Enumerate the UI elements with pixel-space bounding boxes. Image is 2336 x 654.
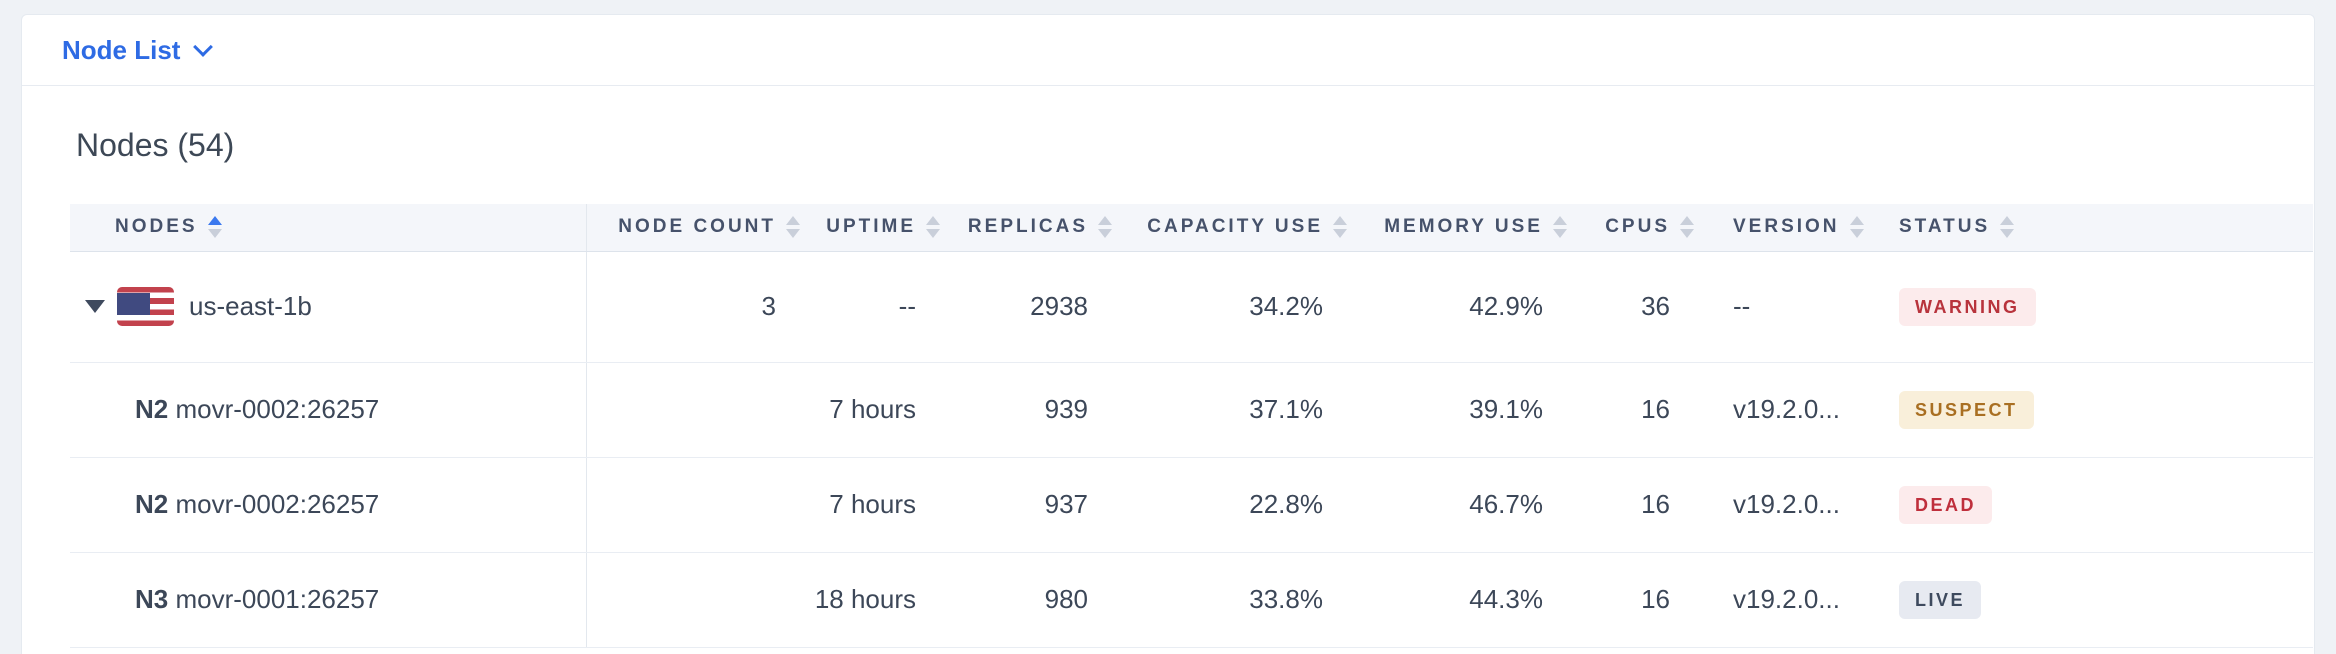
sort-arrows-icon	[207, 216, 222, 239]
view-selector-dropdown[interactable]: Node List	[62, 34, 214, 66]
column-label: MEMORY USE	[1384, 216, 1543, 238]
cell-replicas: 980	[946, 552, 1118, 648]
cell-version: v19.2.0...	[1700, 552, 1890, 648]
cell-cpus: 16	[1573, 457, 1700, 553]
status-badge: SUSPECT	[1899, 390, 2034, 429]
page-title: Nodes (54)	[76, 127, 235, 163]
cell-cpus: 16	[1573, 552, 1700, 648]
us-flag-icon	[117, 287, 174, 326]
expand-caret-icon[interactable]	[85, 300, 105, 313]
node-address: movr-0002:26257	[175, 489, 380, 519]
cell-replicas: 939	[946, 362, 1118, 458]
column-label: NODE COUNT	[618, 216, 776, 238]
cell-uptime: 7 hours	[806, 457, 946, 553]
node-address: movr-0002:26257	[175, 394, 380, 424]
status-badge: WARNING	[1899, 287, 2036, 326]
column-header-memory-use[interactable]: MEMORY USE	[1353, 204, 1573, 252]
cell-version: v19.2.0...	[1700, 457, 1890, 553]
cell-uptime: 7 hours	[806, 362, 946, 458]
cell-memory-use: 39.1%	[1353, 362, 1573, 458]
cell-capacity-use: 34.2%	[1118, 251, 1353, 363]
cell-node-count	[586, 362, 806, 458]
sort-arrows-icon	[926, 216, 940, 239]
cell-node-count	[586, 457, 806, 553]
column-header-status[interactable]: STATUS	[1890, 204, 2313, 252]
cell-memory-use: 42.9%	[1353, 251, 1573, 363]
nodes-table: NODES NODE COUNT UPTIM	[70, 204, 2313, 648]
node-address: movr-0001:26257	[175, 584, 380, 614]
column-header-replicas[interactable]: REPLICAS	[946, 204, 1118, 252]
node-row[interactable]: N3 movr-0001:26257 18 hours 980 33.8% 44…	[70, 552, 2313, 648]
sort-arrows-icon	[786, 216, 800, 239]
cell-version: --	[1700, 251, 1890, 363]
chevron-down-icon	[193, 37, 214, 57]
status-badge: LIVE	[1899, 580, 1982, 619]
sort-arrows-icon	[1333, 216, 1347, 239]
cell-replicas: 937	[946, 457, 1118, 553]
view-selector-label: Node List	[62, 34, 181, 65]
column-label: CAPACITY USE	[1147, 216, 1323, 238]
node-id: N3	[135, 584, 176, 614]
cell-memory-use: 46.7%	[1353, 457, 1573, 553]
column-label: REPLICAS	[967, 216, 1088, 238]
cell-node-count: 3	[586, 251, 806, 363]
cell-uptime: 18 hours	[806, 552, 946, 648]
node-row[interactable]: N2 movr-0002:26257 7 hours 937 22.8% 46.…	[70, 457, 2313, 553]
top-bar: Node List	[22, 15, 2314, 86]
cell-uptime: --	[806, 251, 946, 363]
column-label: UPTIME	[826, 216, 916, 238]
column-label: VERSION	[1733, 216, 1840, 238]
nodes-table-wrap: NODES NODE COUNT UPTIM	[70, 204, 2313, 648]
sort-arrows-icon	[2000, 216, 2015, 239]
cell-node-count	[586, 552, 806, 648]
node-id: N2	[135, 394, 176, 424]
column-header-uptime[interactable]: UPTIME	[806, 204, 946, 252]
region-row[interactable]: us-east-1b 3 -- 2938 34.2% 42.9% 36 -- W…	[70, 251, 2313, 363]
sort-arrows-icon	[1680, 216, 1694, 239]
table-header-row: NODES NODE COUNT UPTIM	[70, 204, 2313, 252]
column-header-capacity-use[interactable]: CAPACITY USE	[1118, 204, 1353, 252]
cell-replicas: 2938	[946, 251, 1118, 363]
node-row[interactable]: N2 movr-0002:26257 7 hours 939 37.1% 39.…	[70, 362, 2313, 458]
content-card: Node List Nodes (54) NODES	[21, 14, 2315, 654]
column-label: CPUS	[1605, 216, 1670, 238]
column-header-version[interactable]: VERSION	[1700, 204, 1890, 252]
node-id: N2	[135, 489, 176, 519]
cell-cpus: 16	[1573, 362, 1700, 458]
column-label: NODES	[115, 216, 198, 238]
cell-capacity-use: 33.8%	[1118, 552, 1353, 648]
cell-version: v19.2.0...	[1700, 362, 1890, 458]
column-header-cpus[interactable]: CPUS	[1573, 204, 1700, 252]
sort-arrows-icon	[1849, 216, 1864, 239]
column-header-node-count[interactable]: NODE COUNT	[586, 204, 806, 252]
sort-arrows-icon	[1553, 216, 1567, 239]
sort-arrows-icon	[1098, 216, 1112, 239]
column-header-nodes[interactable]: NODES	[70, 204, 587, 252]
cell-memory-use: 44.3%	[1353, 552, 1573, 648]
status-badge: DEAD	[1899, 485, 1993, 524]
region-name: us-east-1b	[189, 291, 312, 321]
cell-cpus: 36	[1573, 251, 1700, 363]
cell-capacity-use: 22.8%	[1118, 457, 1353, 553]
column-label: STATUS	[1899, 216, 1991, 238]
cell-capacity-use: 37.1%	[1118, 362, 1353, 458]
